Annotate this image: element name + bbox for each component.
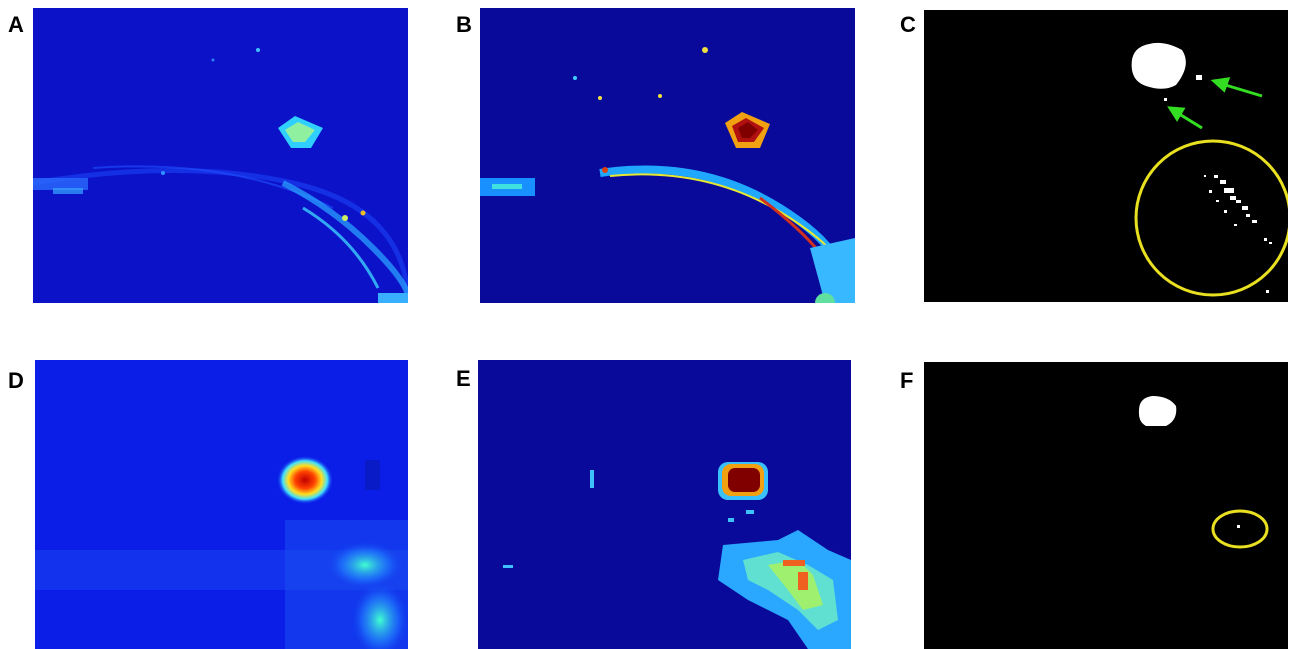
panel-b-image <box>480 8 855 303</box>
panel-d-heatmap <box>35 360 408 649</box>
panel-a-image <box>33 8 408 303</box>
panel-label-e: E <box>456 366 471 391</box>
panel-c-mask <box>924 10 1288 302</box>
panel-label-d: D <box>8 368 24 393</box>
panel-f-mask <box>924 362 1288 649</box>
panel-e-image <box>478 360 851 649</box>
panel-b-heatmap <box>480 8 855 303</box>
annotation-circle <box>1134 139 1288 297</box>
panel-e-heatmap <box>478 360 851 649</box>
panel-c-image <box>924 10 1288 302</box>
annotation-circle <box>1211 509 1269 549</box>
panel-d-image <box>35 360 408 649</box>
panel-label-b: B <box>456 12 472 37</box>
panel-a-heatmap <box>33 8 408 303</box>
panel-label-c: C <box>900 12 916 37</box>
panel-label-f: F <box>900 368 914 393</box>
panel-label-a: A <box>8 12 24 37</box>
panel-f-image <box>924 362 1288 649</box>
